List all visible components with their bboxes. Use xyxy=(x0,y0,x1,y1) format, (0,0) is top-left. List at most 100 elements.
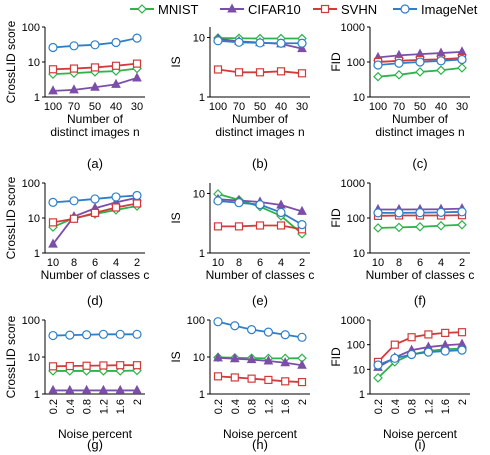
series-line xyxy=(52,364,137,368)
x-axis-title: Number of xyxy=(67,112,124,126)
data-point xyxy=(111,37,121,48)
panel-caption: (g) xyxy=(87,437,103,452)
series-imagenet xyxy=(48,329,142,341)
data-point xyxy=(213,36,223,46)
series-imagenet xyxy=(373,345,467,370)
data-point xyxy=(234,37,244,47)
data-point xyxy=(436,56,446,66)
data-point xyxy=(132,190,142,201)
series-cifar10 xyxy=(48,72,142,95)
y-tick-label: 1 xyxy=(199,389,205,401)
data-point xyxy=(234,198,244,208)
data-point xyxy=(415,67,425,77)
data-point xyxy=(297,38,307,48)
x-tick-label: 100 xyxy=(369,101,387,113)
x-tick-label: 70 xyxy=(393,101,405,113)
data-point xyxy=(373,71,383,82)
x-tick-label: 0.8 xyxy=(247,399,259,414)
x-tick-label: 1.6 xyxy=(115,399,127,414)
y-axis-title: CrossLID score xyxy=(4,176,18,259)
y-axis-title: FID xyxy=(329,52,343,72)
data-point xyxy=(281,377,290,386)
legend-item-svhn: SVHN xyxy=(313,2,377,17)
x-tick-label: 2 xyxy=(299,257,305,269)
y-tick-label: 1000 xyxy=(341,178,365,190)
data-point xyxy=(132,384,142,394)
data-point xyxy=(390,353,400,363)
data-point xyxy=(276,207,286,218)
panel-caption: (h) xyxy=(252,437,268,452)
data-point xyxy=(213,317,223,327)
data-point xyxy=(111,192,121,202)
x-tick-label: 2 xyxy=(459,257,465,269)
y-tick-label: 100 xyxy=(22,22,40,34)
data-point xyxy=(423,347,433,357)
x-tick-label: 50 xyxy=(89,101,101,113)
x-tick-label: 2 xyxy=(457,399,469,405)
x-tick-label: 30 xyxy=(131,101,143,113)
data-point xyxy=(132,361,142,370)
x-tick-label: 0.2 xyxy=(373,399,385,414)
x-tick-label: 8 xyxy=(396,257,402,269)
data-point xyxy=(394,58,404,68)
data-point xyxy=(90,63,100,72)
data-point xyxy=(115,384,126,394)
data-point xyxy=(48,197,58,207)
panel-caption: (c) xyxy=(412,156,427,171)
legend-marker xyxy=(400,4,410,14)
panel-caption: (i) xyxy=(414,437,426,452)
y-axis-title: CrossLID score xyxy=(4,315,18,398)
x-tick-label: 10 xyxy=(212,257,224,269)
series-cifar10 xyxy=(48,384,142,394)
data-point xyxy=(98,384,109,394)
chart-panel-h: 1 10 100 0.2 0.4 0.8 1.2 1.6 2 Noise percent IS (h) xyxy=(169,315,310,452)
legend-label: SVHN xyxy=(341,2,377,17)
panel-caption: (d) xyxy=(87,293,103,308)
y-tick-label: 10 xyxy=(353,92,365,104)
x-tick-label: 1.2 xyxy=(263,399,275,414)
x-tick-label: 4 xyxy=(278,257,284,269)
data-point xyxy=(111,61,121,70)
data-point xyxy=(276,67,286,76)
data-point xyxy=(255,200,265,210)
data-point xyxy=(213,352,223,362)
series-mnist xyxy=(373,219,467,233)
data-point xyxy=(98,329,109,339)
legend-label: MNIST xyxy=(158,2,199,17)
data-point xyxy=(297,69,307,78)
y-tick-label: 10 xyxy=(28,352,40,364)
data-point xyxy=(132,72,142,82)
data-point xyxy=(234,68,244,77)
x-tick-label: 0.4 xyxy=(230,399,242,414)
x-axis-title: distinct images n xyxy=(375,125,464,139)
data-point xyxy=(64,384,75,394)
x-tick-label: 4 xyxy=(113,257,119,269)
data-point xyxy=(457,219,467,230)
data-point xyxy=(246,354,257,364)
data-point xyxy=(394,69,404,80)
y-tick-label: 10 xyxy=(193,352,205,364)
y-axis-title: IS xyxy=(169,212,183,223)
panel-caption: (e) xyxy=(252,293,268,308)
data-point xyxy=(441,328,450,337)
x-tick-label: 1.2 xyxy=(98,399,110,414)
data-point xyxy=(132,59,142,68)
x-tick-label: 50 xyxy=(254,101,266,113)
x-tick-label: 4 xyxy=(438,257,444,269)
data-point xyxy=(436,65,446,76)
legend-item-imagenet: ImageNet xyxy=(393,2,478,17)
y-tick-label: 100 xyxy=(22,178,40,190)
legend-item-cifar10: CIFAR10 xyxy=(220,2,301,17)
x-tick-label: 100 xyxy=(44,101,62,113)
data-point xyxy=(280,357,291,367)
y-tick-label: 10 xyxy=(193,188,205,200)
panel-caption: (f) xyxy=(414,293,426,308)
data-point xyxy=(407,333,416,342)
data-point xyxy=(213,222,223,231)
data-point xyxy=(69,214,79,223)
x-tick-label: 30 xyxy=(296,101,308,113)
data-point xyxy=(111,78,121,88)
